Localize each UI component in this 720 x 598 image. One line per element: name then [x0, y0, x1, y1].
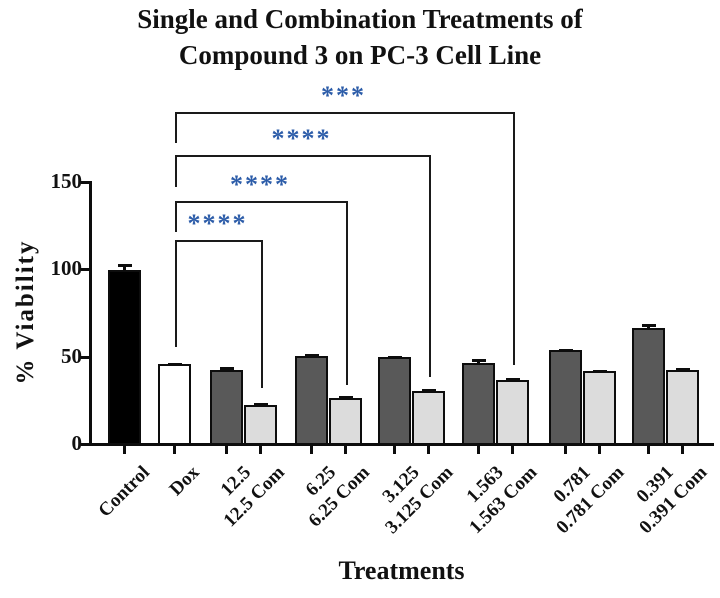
significance-bracket-bar	[174, 201, 348, 203]
significance-bracket-right	[428, 155, 431, 377]
error-bar-cap	[219, 367, 234, 370]
chart-title-line2: Compound 3 on PC-3 Cell Line	[178, 39, 542, 70]
bar	[158, 364, 191, 445]
bar	[462, 363, 495, 445]
error-bar-cap	[304, 354, 319, 357]
error-bar-cap	[338, 396, 353, 399]
error-bar-cap	[167, 363, 182, 366]
significance-bracket-left	[174, 112, 177, 143]
y-tick-mark	[81, 268, 89, 271]
bar	[108, 270, 141, 445]
y-tick-mark	[81, 181, 89, 184]
y-tick-mark	[81, 443, 89, 446]
x-tick-mark	[173, 446, 176, 454]
significance-bracket-bar	[174, 112, 515, 114]
chart-title-line1: Single and Combination Treatments of	[137, 4, 583, 34]
error-bar-cap	[558, 349, 573, 352]
x-axis-title: Treatments	[338, 556, 465, 585]
y-tick-label: 0	[71, 431, 83, 455]
x-tick-label: Control	[93, 462, 154, 522]
bar	[666, 370, 699, 445]
x-tick-mark	[123, 446, 126, 454]
x-tick-mark	[647, 446, 650, 454]
x-tick-mark	[681, 446, 684, 454]
bar	[295, 356, 328, 445]
x-tick-mark	[477, 446, 480, 454]
bar	[244, 405, 277, 445]
error-bar-cap	[592, 370, 607, 373]
x-tick-mark	[598, 446, 601, 454]
significance-bracket-left	[174, 240, 177, 347]
error-bar-stem	[225, 367, 228, 372]
error-bar-cap	[253, 403, 268, 406]
error-bar-cap	[117, 264, 132, 267]
y-axis-line	[89, 181, 92, 446]
bar	[583, 371, 616, 445]
significance-bracket-bar	[174, 155, 431, 157]
x-tick-label: Dox	[165, 462, 204, 500]
error-bar-stem	[123, 264, 126, 272]
significance-bracket-left	[174, 201, 177, 232]
x-tick-mark	[310, 446, 313, 454]
error-bar-stem	[647, 324, 650, 330]
significance-stars: ****	[230, 170, 290, 199]
bar	[378, 357, 411, 445]
bar	[632, 328, 665, 445]
error-bar-cap	[421, 389, 436, 392]
bar	[329, 398, 362, 445]
y-tick-label: 150	[50, 169, 83, 193]
significance-bracket-left	[174, 155, 177, 187]
y-tick-label: 100	[50, 256, 83, 280]
bar	[210, 370, 243, 445]
significance-stars: ****	[187, 209, 248, 238]
bar	[412, 391, 445, 445]
y-tick-label: 50	[61, 344, 82, 368]
x-tick-mark	[564, 446, 567, 454]
x-tick-mark	[259, 446, 262, 454]
error-bar-stem	[477, 359, 480, 365]
bar	[549, 350, 582, 445]
significance-bracket-right	[345, 201, 348, 385]
x-tick-mark	[344, 446, 347, 454]
x-tick-mark	[225, 446, 228, 454]
significance-stars: ***	[321, 81, 366, 110]
error-bar-cap	[505, 378, 520, 381]
chart-title: Single and Combination Treatments of Com…	[0, 2, 720, 73]
x-tick-mark	[511, 446, 514, 454]
bar	[496, 380, 529, 445]
error-bar-cap	[387, 356, 402, 359]
error-bar-cap	[471, 359, 486, 362]
x-tick-mark	[427, 446, 430, 454]
x-tick-mark	[393, 446, 396, 454]
error-bar-cap	[675, 368, 690, 371]
significance-bracket-right	[512, 112, 515, 365]
error-bar-cap	[641, 324, 656, 327]
y-tick-mark	[81, 356, 89, 359]
significance-stars: ****	[271, 124, 332, 153]
significance-bracket-right	[260, 240, 263, 388]
significance-bracket-bar	[174, 240, 263, 242]
